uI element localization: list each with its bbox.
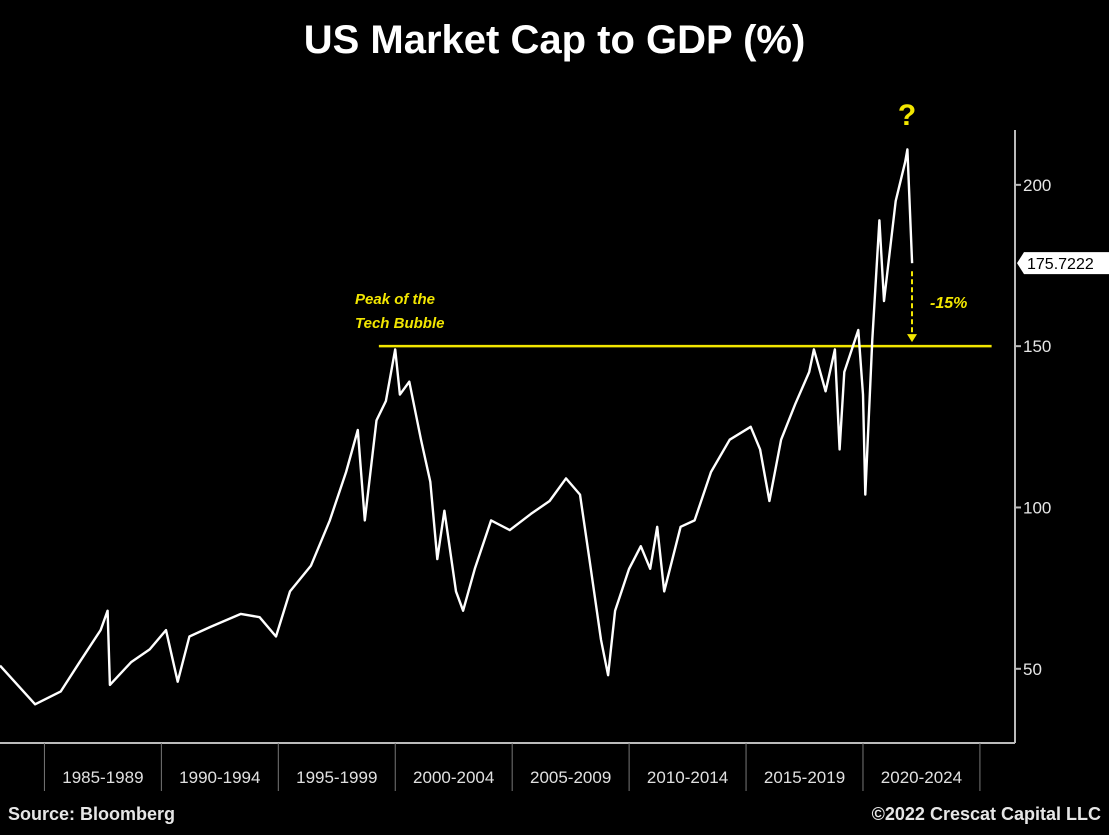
copyright-note: ©2022 Crescat Capital LLC — [871, 804, 1101, 824]
x-tick-label: 2020-2024 — [881, 768, 962, 787]
y-tick-label: 150 — [1023, 337, 1051, 356]
x-tick-label: 1985-1989 — [62, 768, 143, 787]
drop-percent-label: -15% — [930, 295, 967, 312]
last-value-marker: 175.7222 — [1017, 252, 1109, 275]
y-tick-label: 200 — [1023, 176, 1051, 195]
x-tick-label: 1995-1999 — [296, 768, 377, 787]
drop-arrow-head-icon — [907, 334, 917, 343]
x-tick-label: 2010-2014 — [647, 768, 728, 787]
x-tick-label: 2015-2019 — [764, 768, 845, 787]
x-tick-label: 1990-1994 — [179, 768, 260, 787]
axes — [0, 130, 1016, 744]
last-value-label: 175.7222 — [1027, 256, 1094, 273]
annotations: Peak of the Tech Bubble -15%? — [355, 99, 992, 348]
chart-title: US Market Cap to GDP (%) — [303, 18, 806, 62]
last-value-flag — [1017, 252, 1109, 275]
source-note: Source: Bloomberg — [8, 804, 176, 824]
reference-line-label: Tech Bubble — [355, 315, 444, 332]
ticks: 50 100 150 200 1985-1989 1990-1994 1995-1999 20… — [43, 176, 1051, 791]
y-tick-label: 50 — [1023, 660, 1042, 679]
x-tick-label: 2005-2009 — [530, 768, 611, 787]
question-mark-annotation: ? — [898, 99, 916, 132]
series-line-market-cap-to-gdp — [0, 148, 914, 706]
y-tick-label: 100 — [1023, 498, 1051, 517]
reference-line-label: Peak of the — [355, 291, 435, 308]
x-tick-label: 2000-2004 — [413, 768, 494, 787]
